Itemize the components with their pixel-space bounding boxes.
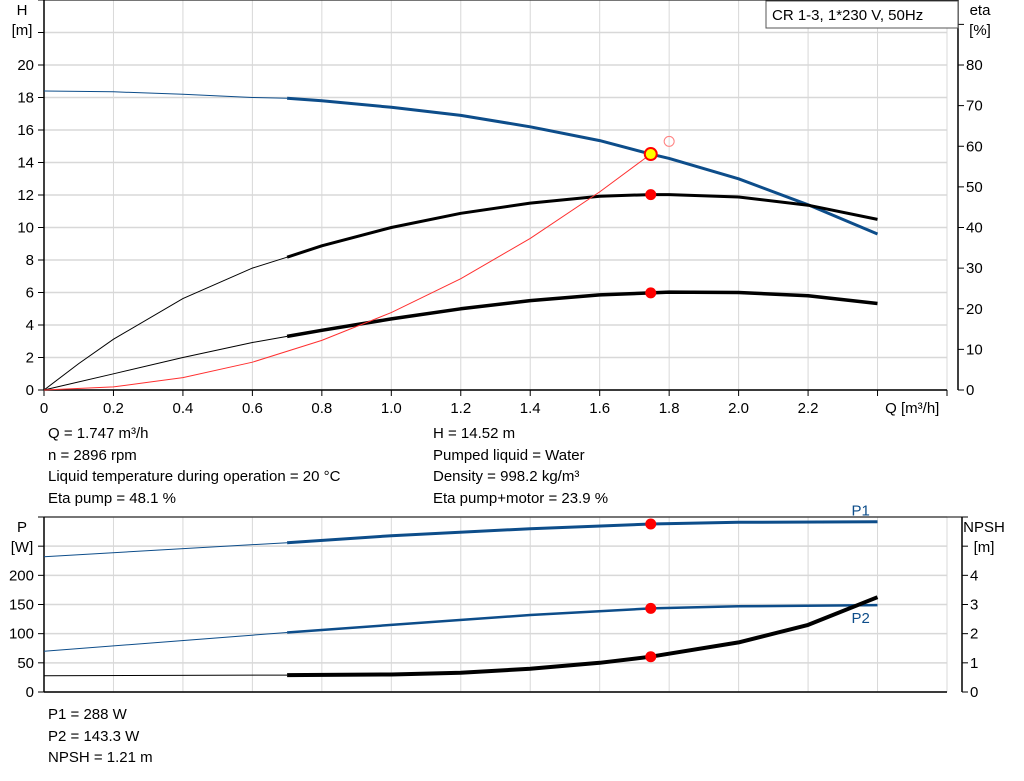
series-2-curve-thin (43, 674, 288, 677)
y-axis-label-left: [m] (12, 22, 33, 39)
p1-readout: P1 = 288 W (48, 706, 127, 723)
legend-box (765, 0, 959, 29)
operating-point-marker (645, 287, 657, 299)
chart-title: CR 1-3, 1*230 V, 50Hz (772, 7, 923, 24)
y-tick-label-right: 0 (966, 382, 974, 399)
operating-point-marker (645, 189, 657, 201)
info-bottom: P1 = 288 W P2 = 143.3 W NPSH = 1.21 m (48, 704, 153, 769)
best-efficiency-marker (663, 135, 675, 147)
y-tick-label-left: 50 (17, 655, 34, 672)
info-right: H = 14.52 m Pumped liquid = Water Densit… (433, 423, 608, 509)
x-tick-label: 0.4 (172, 400, 193, 417)
x-tick-label: 0 (40, 400, 48, 417)
y-tick-label-left: 200 (9, 567, 34, 584)
y-tick-label-right: 70 (966, 98, 983, 115)
p2-readout: P2 = 143.3 W (48, 727, 140, 745)
speed-readout: n = 2896 rpm (48, 446, 137, 464)
info-left: Q = 1.747 m³/h n = 2896 rpm Liquid tempe… (48, 423, 340, 509)
series-0-curve (286, 96, 879, 236)
eta-pump-readout: Eta pump = 48.1 % (48, 489, 176, 507)
x-axis-label: Q [m³/h] (885, 400, 939, 417)
p1-curve-thin (43, 542, 288, 558)
y-tick-label-left: 0 (26, 382, 34, 399)
y-tick-label-right: 0 (970, 684, 978, 701)
y-tick-label-right: 3 (970, 597, 978, 614)
series-1-curve-thin (43, 256, 288, 391)
liquid-readout: Pumped liquid = Water (433, 446, 585, 464)
y-tick-label-right: 1 (970, 655, 978, 672)
y-tick-label-left: 10 (17, 220, 34, 237)
y-tick-label-right: 2 (970, 626, 978, 643)
y-axis-label-left: [W] (11, 539, 34, 556)
series-label-p1: P1 (852, 503, 870, 520)
p2-curve (287, 603, 878, 634)
y-tick-label-left: 4 (26, 317, 34, 334)
y-tick-label-right: 20 (966, 301, 983, 318)
density-readout: Density = 998.2 kg/m³ (433, 468, 580, 485)
temperature-readout: Liquid temperature during operation = 20… (48, 468, 341, 485)
y-tick-label-right: 4 (970, 567, 978, 584)
y-tick-label-right: 40 (966, 220, 983, 237)
y-axis-label-right: [%] (969, 22, 991, 39)
y-tick-label-left: 2 (26, 350, 34, 367)
flow-readout: Q = 1.747 m³/h (48, 425, 149, 442)
x-tick-label: 0.8 (311, 400, 332, 417)
head-readout: H = 14.52 m (433, 425, 516, 442)
eta-total-readout: Eta pump+motor = 23.9 % (433, 489, 609, 507)
series-3-curve (43, 153, 651, 391)
y-tick-label-left: 12 (17, 187, 34, 204)
y-tick-label-right: 10 (966, 341, 983, 358)
y-tick-label-right: 50 (966, 179, 983, 196)
npsh-readout: NPSH = 1.21 m (48, 749, 153, 766)
p1-curve (286, 520, 878, 545)
x-tick-label: 1.0 (381, 400, 402, 417)
x-tick-label: 1.4 (520, 400, 541, 417)
series-2-curve-thin (43, 335, 288, 391)
y-tick-label-left: 18 (17, 90, 34, 107)
x-tick-label: 0.2 (103, 400, 124, 417)
series-2-curve (286, 290, 878, 339)
duty-point-marker (643, 147, 658, 162)
x-tick-label: 0.6 (242, 400, 263, 417)
y-axis-label-right: NPSH (963, 519, 1005, 536)
y-axis-label-right: eta (970, 2, 992, 19)
y-axis-label-left: H (17, 2, 28, 19)
series-2-curve (287, 595, 879, 678)
series-1-curve (286, 193, 878, 259)
y-tick-label-left: 8 (26, 252, 34, 269)
operating-point-marker (645, 518, 657, 530)
y-tick-label-left: 16 (17, 122, 34, 139)
x-tick-label: 1.6 (589, 400, 610, 417)
y-tick-label-left: 100 (9, 626, 34, 643)
y-tick-label-left: 0 (26, 684, 34, 701)
x-tick-label: 1.2 (450, 400, 471, 417)
y-tick-label-left: 20 (17, 57, 34, 74)
x-tick-label: 2.2 (798, 400, 819, 417)
y-tick-label-right: 60 (966, 138, 983, 155)
series-label-p2: P2 (852, 610, 870, 627)
y-tick-label-right: 80 (966, 57, 983, 74)
p2-curve-thin (43, 632, 288, 652)
series-0-curve-thin (43, 90, 288, 99)
operating-point-marker (645, 602, 657, 614)
y-tick-label-left: 14 (17, 155, 34, 172)
operating-point-marker (645, 651, 657, 663)
x-tick-label: 2.0 (728, 400, 749, 417)
y-axis-label-left: P (17, 519, 27, 536)
y-tick-label-left: 6 (26, 285, 34, 302)
x-tick-label: 1.8 (659, 400, 680, 417)
y-axis-label-right: [m] (974, 539, 995, 556)
y-tick-label-right: 30 (966, 260, 983, 277)
y-tick-label-left: 150 (9, 597, 34, 614)
